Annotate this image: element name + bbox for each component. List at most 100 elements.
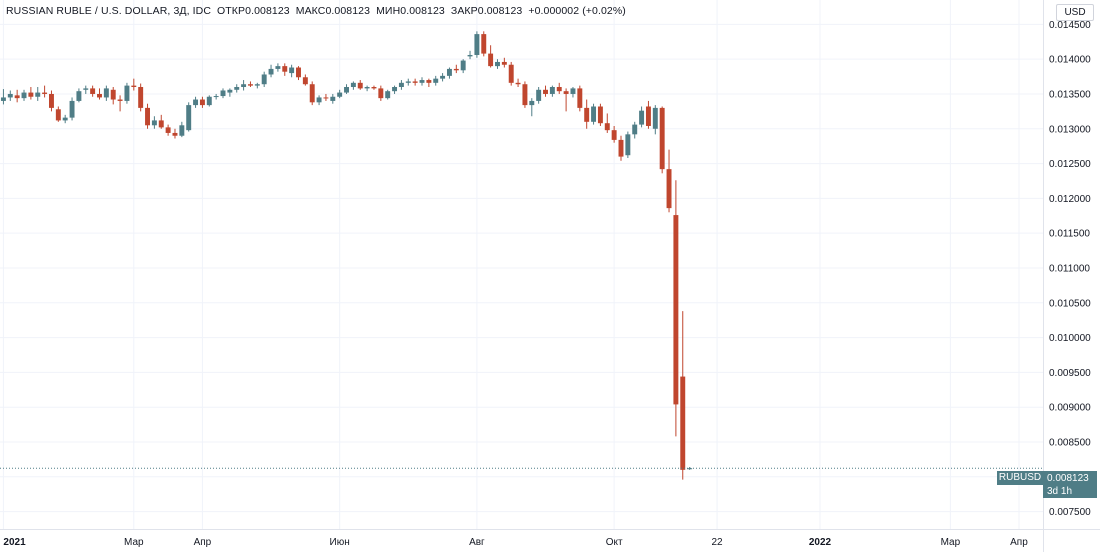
candle xyxy=(330,93,336,104)
candle-body xyxy=(680,376,686,470)
y-tick-label: 0.010500 xyxy=(1049,298,1091,309)
candle xyxy=(206,95,212,107)
candle-body xyxy=(467,54,473,57)
candle-body xyxy=(597,106,603,124)
candle xyxy=(549,85,555,97)
candle xyxy=(124,82,130,104)
candle-body xyxy=(35,92,41,97)
candle-body xyxy=(117,99,123,101)
open-value: 0.008123 xyxy=(245,5,290,17)
y-tick-label: 0.012000 xyxy=(1049,194,1091,205)
candle xyxy=(446,67,452,79)
candle xyxy=(131,78,137,91)
x-tick-label: 22 xyxy=(712,537,724,548)
candle-body xyxy=(604,123,610,131)
candle xyxy=(309,81,315,106)
last-price-label: 0.008123 3d 1h xyxy=(1043,471,1097,498)
candle xyxy=(110,87,116,105)
candle xyxy=(673,180,679,437)
candle-body xyxy=(14,95,20,99)
candle-body xyxy=(522,84,528,106)
candle xyxy=(337,89,343,99)
candle xyxy=(481,31,487,57)
candle-body xyxy=(241,84,247,88)
candle-body xyxy=(357,82,363,89)
high-label: МАКС xyxy=(295,5,326,17)
candle xyxy=(604,113,610,133)
candle xyxy=(35,87,41,101)
close-value: 0.008123 xyxy=(477,5,523,17)
candle-body xyxy=(261,74,267,85)
candle-body xyxy=(227,89,233,93)
time-axis[interactable]: 2021 Мар Апр Июн Авг Окт 22 2022 Мар Апр xyxy=(0,529,1100,549)
candle xyxy=(495,59,500,69)
candle xyxy=(666,149,672,213)
candle-body xyxy=(234,87,240,90)
candle xyxy=(316,95,322,106)
candle xyxy=(680,311,686,480)
last-price-value: 0.008123 xyxy=(1047,473,1089,484)
candle-body xyxy=(556,87,562,92)
candle-body xyxy=(309,84,315,103)
candle-body xyxy=(206,96,212,106)
y-tick-label: 0.014500 xyxy=(1049,20,1091,31)
low-label: МИН xyxy=(376,5,401,17)
candle-body xyxy=(563,91,569,94)
candle-body xyxy=(76,91,82,101)
candle-body xyxy=(673,215,679,405)
candle xyxy=(618,135,624,161)
x-tick-label: Апр xyxy=(194,537,212,548)
candle-body xyxy=(302,77,308,85)
candle-body xyxy=(378,88,384,99)
candle xyxy=(62,114,68,124)
candle-body xyxy=(371,87,377,89)
candle xyxy=(247,81,253,88)
candle xyxy=(193,96,199,108)
candle-body xyxy=(323,97,329,99)
candle-body xyxy=(536,89,542,101)
candle xyxy=(254,82,260,89)
candle-body xyxy=(508,64,514,83)
candle xyxy=(261,71,267,88)
candle xyxy=(21,89,27,101)
candle xyxy=(158,114,164,129)
candle xyxy=(7,90,13,101)
y-tick-label: 0.012500 xyxy=(1049,159,1091,170)
candle-body xyxy=(90,88,96,94)
candle xyxy=(536,87,542,104)
price-axis[interactable]: 0.0075000.0080000.0085000.0090000.009500… xyxy=(1043,0,1092,552)
candle xyxy=(90,85,96,97)
candle xyxy=(405,78,411,86)
candle xyxy=(515,78,521,88)
chart-grid xyxy=(0,0,1043,529)
candle xyxy=(151,116,157,129)
candle xyxy=(556,82,562,94)
candle xyxy=(529,98,535,117)
candle-body xyxy=(145,107,150,126)
currency-button[interactable]: USD xyxy=(1056,4,1094,21)
candle xyxy=(378,85,384,101)
candle xyxy=(453,64,459,74)
candle xyxy=(296,66,301,81)
y-tick-label: 0.013500 xyxy=(1049,89,1091,100)
candle xyxy=(659,106,665,174)
open-label: ОТКР xyxy=(217,5,246,17)
candle xyxy=(652,105,658,135)
candle-body xyxy=(55,109,61,121)
candle-body xyxy=(21,92,27,99)
candle xyxy=(0,89,6,105)
candle xyxy=(357,80,363,90)
x-tick-label: Авг xyxy=(469,537,485,548)
candle-body xyxy=(110,89,116,100)
candle xyxy=(639,106,645,128)
candle-body xyxy=(268,68,274,75)
candle-body xyxy=(652,107,658,129)
candle-body xyxy=(97,93,102,98)
candle-body xyxy=(254,84,260,86)
candle xyxy=(103,85,109,101)
candle-body xyxy=(543,89,548,94)
y-tick-label: 0.009000 xyxy=(1049,403,1091,414)
candle xyxy=(563,88,569,112)
candle xyxy=(83,85,89,94)
